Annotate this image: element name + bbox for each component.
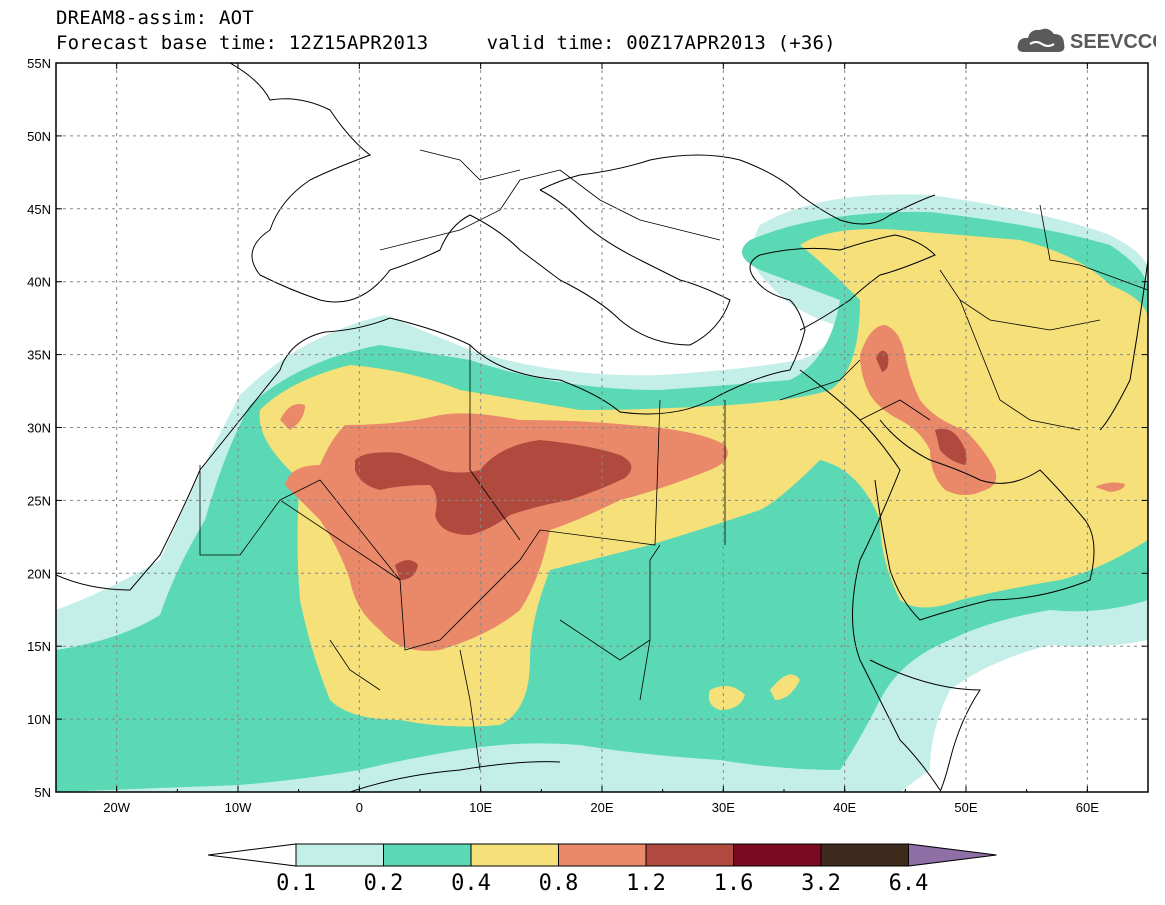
- colorbar-box: [733, 843, 822, 867]
- lat-label: 20N: [27, 566, 51, 581]
- colorbar-low-arrow: [207, 843, 297, 867]
- graticule: [56, 63, 1148, 792]
- colorbar-high-arrow: [908, 843, 997, 867]
- lat-label: 15N: [27, 639, 51, 654]
- aot-contour-0.8: [280, 325, 1125, 651]
- cloud-icon: [1017, 28, 1065, 52]
- axis-ticks: [55, 62, 1149, 793]
- colorbar: 0.1 0.2 0.4 0.8 1.2 1.6 3.2 6.4: [207, 843, 997, 896]
- colorbar-box: [820, 843, 909, 867]
- colorbar-box: [383, 843, 472, 867]
- lat-label: 25N: [27, 493, 51, 508]
- lon-label: 0: [356, 800, 363, 815]
- lon-label: 60E: [1076, 800, 1099, 815]
- colorbar-label: 0.4: [451, 871, 491, 896]
- colorbar-box: [295, 843, 384, 867]
- colorbar-box: [558, 843, 647, 867]
- longitude-labels: 20W 10W 0 10E 20E 30E 40E 50E 60E: [103, 800, 1099, 815]
- lon-label: 30E: [712, 800, 735, 815]
- colorbar-label: 0.1: [276, 871, 316, 896]
- lat-label: 50N: [27, 129, 51, 144]
- lat-label: 10N: [27, 712, 51, 727]
- country-borders: [199, 149, 1148, 771]
- forecast-time-line: Forecast base time: 12Z15APR2013 valid t…: [56, 32, 836, 54]
- colorbar-label: 3.2: [801, 871, 841, 896]
- colorbar-label: 1.2: [626, 871, 666, 896]
- colorbar-label: 6.4: [889, 871, 929, 896]
- lon-label: 20W: [103, 800, 130, 815]
- lon-label: 10W: [225, 800, 252, 815]
- seevccc-logo: SEEVCCC: [1017, 28, 1156, 53]
- lon-label: 40E: [833, 800, 856, 815]
- lat-label: 40N: [27, 275, 51, 290]
- map-frame: [56, 63, 1148, 792]
- lat-label: 30N: [27, 421, 51, 436]
- colorbar-box: [470, 843, 559, 867]
- lat-label: 55N: [27, 56, 51, 71]
- lon-label: 50E: [954, 800, 977, 815]
- colorbar-label: 0.8: [539, 871, 579, 896]
- lat-label: 45N: [27, 202, 51, 217]
- logo-text: SEEVCCC: [1070, 31, 1156, 53]
- lon-label: 10E: [469, 800, 492, 815]
- latitude-labels: 5N 10N 15N 20N 25N 30N 35N 40N 45N 50N 55N: [27, 56, 51, 800]
- colorbar-box: [645, 843, 734, 867]
- colorbar-label: 1.6: [714, 871, 754, 896]
- lat-label: 5N: [34, 785, 51, 800]
- lat-label: 35N: [27, 348, 51, 363]
- map-title: DREAM8-assim: AOT: [56, 7, 254, 29]
- lon-label: 20E: [590, 800, 613, 815]
- colorbar-label: 0.2: [364, 871, 404, 896]
